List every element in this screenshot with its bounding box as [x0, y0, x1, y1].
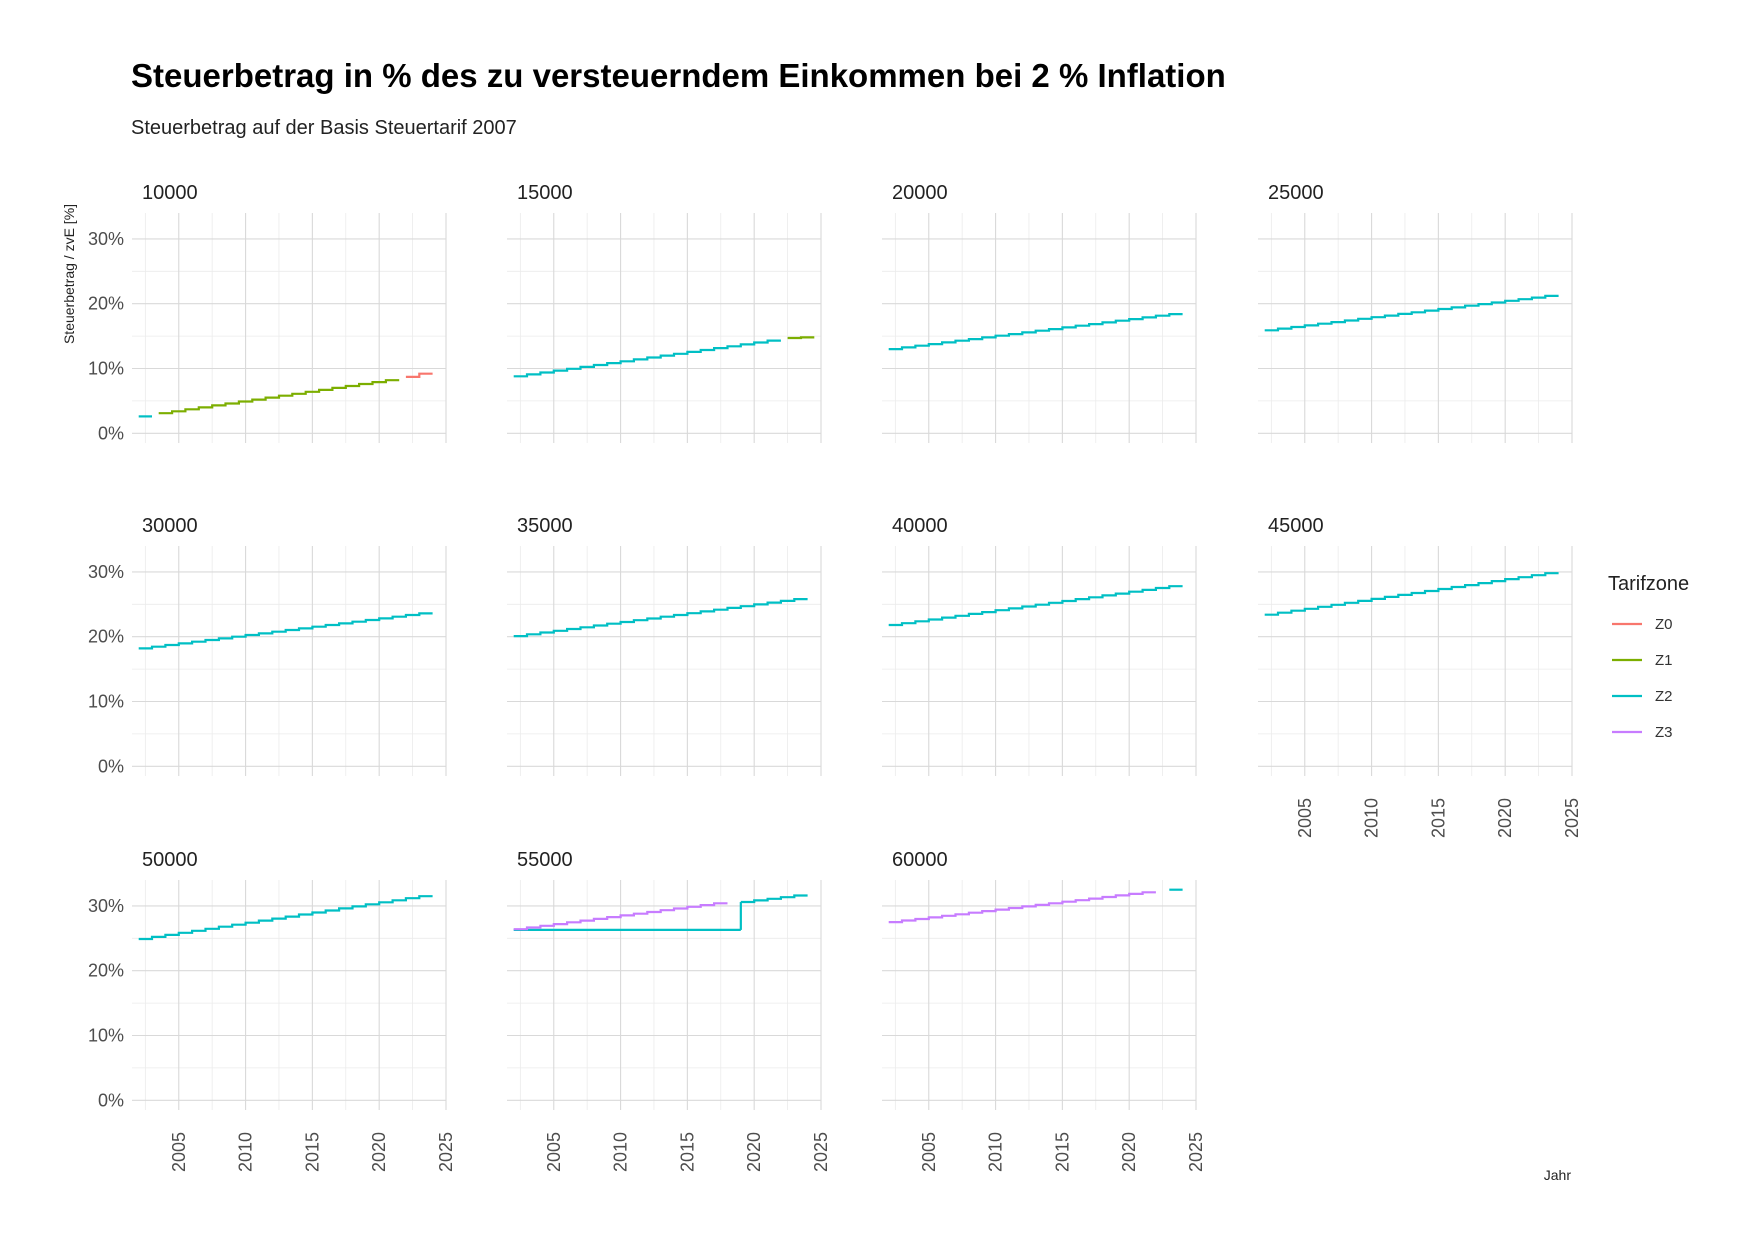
- legend-item-z1: Z1: [1612, 652, 1673, 669]
- y-tick-label: 10%: [88, 691, 124, 711]
- legend-label: Z0: [1655, 616, 1673, 633]
- facet-panel-30000: 30000 0% 10% 20% 30%: [88, 515, 447, 776]
- legend-label: Z2: [1655, 688, 1673, 705]
- x-tick-label: 2020: [744, 1132, 764, 1172]
- legend-item-z3: Z3: [1612, 724, 1673, 741]
- x-tick-label: 2010: [1362, 798, 1382, 838]
- x-tick-label: 2020: [1495, 798, 1515, 838]
- facet-label: 25000: [1268, 182, 1324, 204]
- y-tick-label: 0%: [98, 756, 124, 776]
- y-tick-label: 10%: [88, 358, 124, 378]
- series-line-z2: [138, 895, 433, 941]
- legend-item-z0: Z0: [1612, 616, 1673, 633]
- x-tick-label: 2020: [1119, 1132, 1139, 1172]
- y-tick-label: 0%: [98, 1090, 124, 1110]
- facet-label: 35000: [517, 515, 573, 537]
- y-tick-label: 30%: [88, 562, 124, 582]
- facet-panel-55000: 55000 2005 2010 2015 2020 2025: [507, 849, 831, 1172]
- series-line-z2: [888, 313, 1183, 351]
- legend-label: Z1: [1655, 652, 1673, 669]
- series-line-z1: [787, 336, 815, 340]
- series-line-z2: [138, 612, 433, 650]
- facet-panel-50000: 50000 0% 10% 20% 30% 2005 2010 2015 2020 2025: [88, 849, 456, 1172]
- x-tick-label: 2025: [436, 1132, 456, 1172]
- facet-label: 55000: [517, 849, 573, 871]
- x-tick-label: 2005: [544, 1132, 564, 1172]
- facet-label: 60000: [892, 849, 948, 871]
- x-tick-label: 2015: [1052, 1132, 1072, 1172]
- facet-panel-60000: 60000 2005 2010 2015 2020 2025: [882, 849, 1206, 1172]
- x-tick-label: 2015: [302, 1132, 322, 1172]
- facet-label: 20000: [892, 182, 948, 204]
- legend-label: Z3: [1655, 724, 1673, 741]
- y-tick-label: 20%: [88, 294, 124, 314]
- facet-panel-40000: 40000: [882, 515, 1197, 776]
- legend-title: Tarifzone: [1608, 573, 1689, 595]
- facet-label: 15000: [517, 182, 573, 204]
- series-line-z2: [513, 598, 808, 638]
- facet-panel-20000: 20000: [882, 182, 1197, 443]
- x-tick-label: 2010: [611, 1132, 631, 1172]
- facet-panel-10000: 10000 0% 10% 20% 30%: [88, 182, 447, 443]
- y-tick-label: 20%: [88, 627, 124, 647]
- facet-label: 50000: [142, 849, 198, 871]
- facet-panel-15000: 15000: [507, 182, 822, 443]
- y-tick-label: 0%: [98, 423, 124, 443]
- series-line-z3: [888, 891, 1156, 924]
- chart-subtitle: Steuerbetrag auf der Basis Steuertarif 2…: [131, 117, 517, 139]
- facet-label: 30000: [142, 515, 198, 537]
- x-tick-label: 2025: [1562, 798, 1582, 838]
- x-tick-label: 2010: [236, 1132, 256, 1172]
- legend: Tarifzone Z0 Z1 Z2 Z3: [1608, 573, 1689, 741]
- series-line-z2: [1264, 572, 1559, 616]
- facet-panel-35000: 35000: [507, 515, 822, 776]
- series-line-z2: [888, 585, 1183, 627]
- x-tick-label: 2015: [1428, 798, 1448, 838]
- facet-panel-25000: 25000: [1258, 182, 1573, 443]
- y-tick-label: 20%: [88, 961, 124, 981]
- x-tick-label: 2005: [919, 1132, 939, 1172]
- facet-label: 40000: [892, 515, 948, 537]
- x-tick-label: 2010: [986, 1132, 1006, 1172]
- x-tick-label: 2015: [677, 1132, 697, 1172]
- series-line-z3: [513, 902, 728, 931]
- series-line-z2: [513, 339, 781, 378]
- facet-panel-45000: 45000 2005 2010 2015 2020 2025: [1258, 515, 1582, 838]
- facet-label: 45000: [1268, 515, 1324, 537]
- series-line-z2: [740, 894, 808, 904]
- x-tick-label: 2005: [169, 1132, 189, 1172]
- series-line-z2: [1264, 294, 1559, 332]
- x-tick-label: 2025: [811, 1132, 831, 1172]
- x-tick-label: 2025: [1186, 1132, 1206, 1172]
- x-tick-label: 2005: [1295, 798, 1315, 838]
- series-line-z0: [405, 372, 433, 378]
- facet-label: 10000: [142, 182, 198, 204]
- y-tick-label: 30%: [88, 896, 124, 916]
- x-tick-label: 2020: [369, 1132, 389, 1172]
- y-tick-label: 10%: [88, 1025, 124, 1045]
- series-line-z1: [158, 379, 400, 415]
- legend-item-z2: Z2: [1612, 688, 1673, 705]
- y-tick-label: 30%: [88, 229, 124, 249]
- chart-title: Steuerbetrag in % des zu versteuerndem E…: [131, 57, 1226, 94]
- y-axis-title: Steuerbetrag / zvE [%]: [61, 204, 77, 344]
- x-axis-title: Jahr: [1544, 1167, 1572, 1183]
